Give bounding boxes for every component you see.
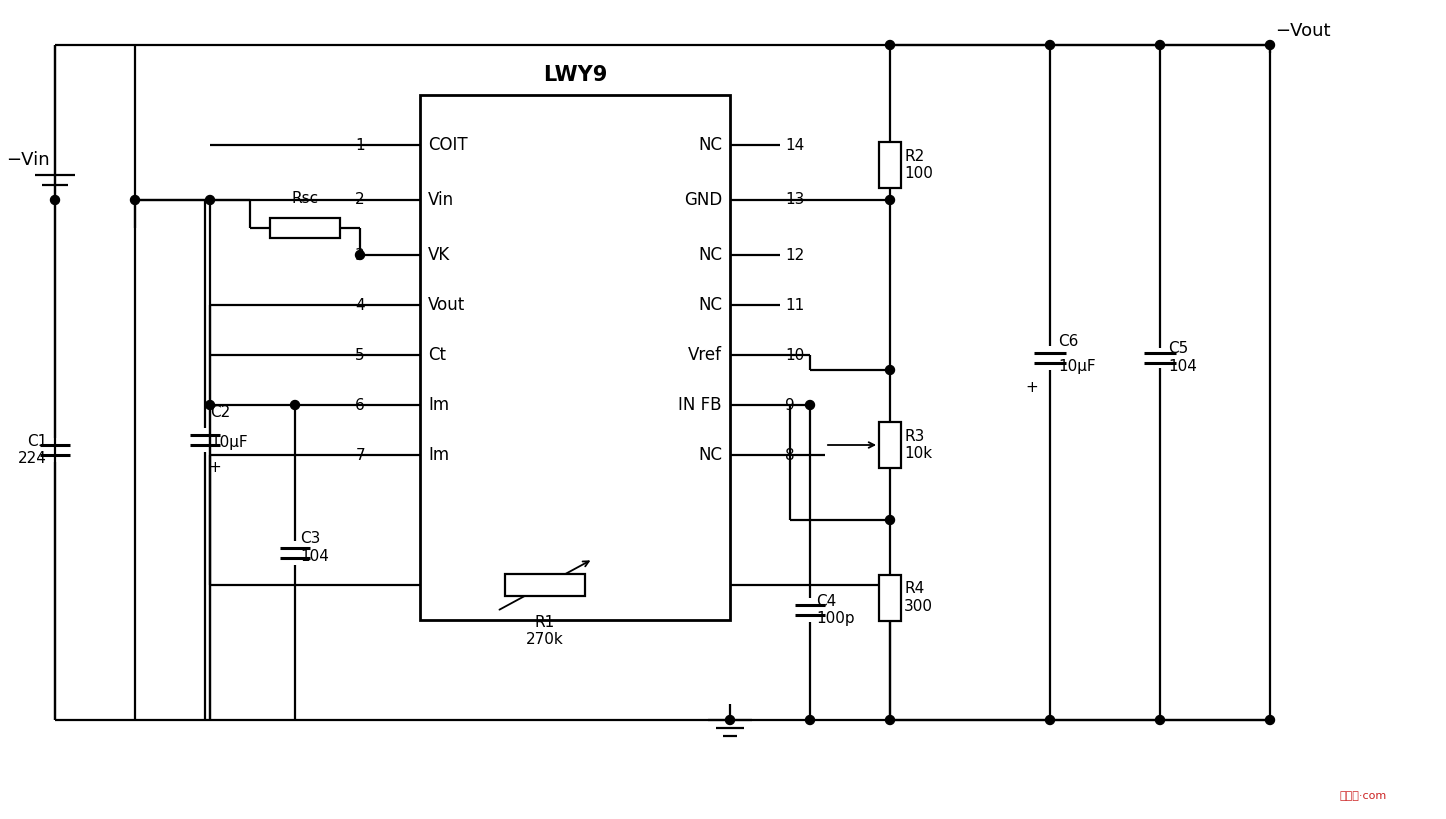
Text: Vref: Vref <box>688 346 722 364</box>
Bar <box>270 218 340 238</box>
Text: +: + <box>1025 379 1038 395</box>
Circle shape <box>1265 40 1274 49</box>
Text: Ct: Ct <box>428 346 445 364</box>
Circle shape <box>291 400 299 410</box>
Text: 2: 2 <box>356 192 364 207</box>
Text: R1
270k: R1 270k <box>526 615 564 647</box>
Text: IN FB: IN FB <box>678 396 722 414</box>
Text: 5: 5 <box>356 347 364 363</box>
Text: C4
100p: C4 100p <box>816 594 855 627</box>
Text: 10: 10 <box>785 347 804 363</box>
Text: 13: 13 <box>785 192 804 207</box>
Circle shape <box>356 251 364 260</box>
Text: 11: 11 <box>785 297 804 313</box>
Bar <box>879 422 901 468</box>
Text: 6: 6 <box>356 397 364 413</box>
Text: C5
104: C5 104 <box>1168 342 1197 373</box>
Circle shape <box>885 515 895 524</box>
Circle shape <box>1155 716 1164 725</box>
Text: Vout: Vout <box>428 296 466 314</box>
Bar <box>879 574 901 621</box>
Text: 1: 1 <box>356 138 364 152</box>
Circle shape <box>205 400 214 410</box>
Text: Vin: Vin <box>428 191 454 209</box>
Text: 接线图·com: 接线图·com <box>1340 791 1387 801</box>
Text: GND: GND <box>684 191 722 209</box>
Bar <box>505 574 586 596</box>
Circle shape <box>1045 40 1054 49</box>
Text: C3
104: C3 104 <box>299 532 328 563</box>
Text: 10μF: 10μF <box>210 435 247 450</box>
Text: Rsc: Rsc <box>292 191 318 206</box>
Circle shape <box>1155 40 1164 49</box>
Bar <box>879 142 901 188</box>
Text: −Vin: −Vin <box>6 151 51 169</box>
Text: COIT: COIT <box>428 136 467 154</box>
Circle shape <box>130 196 139 205</box>
Text: Im: Im <box>428 396 450 414</box>
Text: 3: 3 <box>356 247 364 263</box>
Circle shape <box>205 196 214 205</box>
Text: NC: NC <box>698 246 722 264</box>
Text: +: + <box>208 460 221 475</box>
Circle shape <box>51 196 59 205</box>
Bar <box>419 95 730 620</box>
Text: 7: 7 <box>356 447 364 463</box>
Circle shape <box>885 40 895 49</box>
Circle shape <box>1265 716 1274 725</box>
Text: 12: 12 <box>785 247 804 263</box>
Circle shape <box>885 365 895 374</box>
Text: 8: 8 <box>785 447 795 463</box>
Text: C2: C2 <box>210 405 230 420</box>
Text: Im: Im <box>428 446 450 464</box>
Text: 9: 9 <box>785 397 795 413</box>
Text: R4
300: R4 300 <box>904 581 933 613</box>
Text: R2
100: R2 100 <box>904 149 933 181</box>
Text: C1
224: C1 224 <box>19 434 48 466</box>
Text: NC: NC <box>698 296 722 314</box>
Circle shape <box>1045 716 1054 725</box>
Text: NC: NC <box>698 446 722 464</box>
Text: C6: C6 <box>1058 334 1079 350</box>
Circle shape <box>805 400 814 410</box>
Circle shape <box>885 716 895 725</box>
Text: 14: 14 <box>785 138 804 152</box>
Circle shape <box>885 196 895 205</box>
Text: R3
10k: R3 10k <box>904 429 933 461</box>
Text: NC: NC <box>698 136 722 154</box>
Circle shape <box>726 716 735 725</box>
Text: −Vout: −Vout <box>1275 22 1330 40</box>
Text: 10μF: 10μF <box>1058 360 1096 374</box>
Text: LWY9: LWY9 <box>542 65 607 85</box>
Circle shape <box>805 716 814 725</box>
Text: 4: 4 <box>356 297 364 313</box>
Text: VK: VK <box>428 246 450 264</box>
